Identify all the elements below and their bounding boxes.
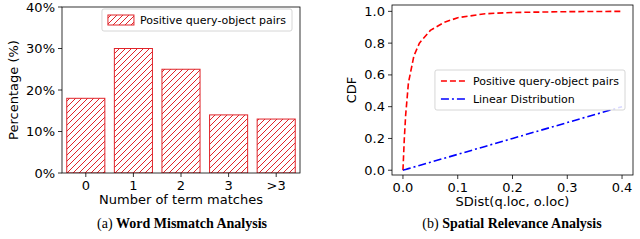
legend: Positive query-object pairs bbox=[102, 9, 292, 31]
legend-swatch bbox=[441, 80, 467, 82]
x-tick-label: 1 bbox=[129, 178, 137, 193]
legend-label: Positive query-object pairs bbox=[140, 14, 286, 27]
panel: 0% 10% 20% 30% 40% 0 1 2 3 >3 Number of term match… bbox=[6, 0, 300, 232]
y-tick bbox=[58, 90, 62, 91]
x-tick bbox=[402, 175, 403, 179]
panel: 0.0 0.2 0.4 0.6 0.8 1.0 0.0 0.1 0.2 0.3 0.4 SDist(q… bbox=[344, 4, 633, 232]
x-tick-label: 0.4 bbox=[612, 180, 633, 195]
bar bbox=[210, 115, 248, 173]
caption-panel: (b) bbox=[422, 216, 442, 232]
caption: (b) Spatial Relevance Analysis bbox=[422, 216, 602, 232]
x-tick bbox=[512, 175, 513, 179]
y-tick-label: 20% bbox=[26, 83, 55, 98]
caption-title: Spatial Relevance Analysis bbox=[442, 216, 602, 231]
bar bbox=[162, 69, 200, 173]
figure: 0% 10% 20% 30% 40% 0 1 2 3 >3 Number of term match… bbox=[0, 0, 640, 239]
y-tick-label: 0.4 bbox=[364, 99, 385, 114]
x-tick bbox=[457, 175, 458, 179]
x-tick-label: 0 bbox=[82, 178, 90, 193]
x-tick bbox=[85, 173, 86, 177]
caption-title: Word Mismatch Analysis bbox=[116, 216, 267, 231]
y-tick bbox=[388, 170, 392, 171]
y-tick-label: 0.8 bbox=[364, 36, 385, 51]
y-tick-label: 0% bbox=[34, 166, 55, 181]
x-tick bbox=[181, 173, 182, 177]
x-tick-label: 0.2 bbox=[502, 180, 523, 195]
caption: (a) Word Mismatch Analysis bbox=[97, 216, 268, 232]
legend-box bbox=[102, 9, 292, 31]
frame bbox=[392, 5, 633, 175]
x-tick-label: 2 bbox=[177, 178, 185, 193]
legend-swatch bbox=[441, 98, 467, 100]
y-tick bbox=[58, 131, 62, 132]
y-tick bbox=[388, 138, 392, 139]
x-tick bbox=[622, 175, 623, 179]
y-tick bbox=[58, 7, 62, 8]
marks bbox=[67, 49, 295, 174]
y-tick bbox=[388, 11, 392, 12]
y-tick bbox=[58, 173, 62, 174]
x-tick-label: 0.1 bbox=[447, 180, 468, 195]
legend-box bbox=[435, 70, 625, 110]
x-tick-label: 0.0 bbox=[393, 180, 414, 195]
x-tick-label: 3 bbox=[224, 178, 232, 193]
bar bbox=[257, 119, 295, 173]
legend-label: Linear Distribution bbox=[473, 93, 575, 106]
x-tick bbox=[228, 173, 229, 177]
x-tick-label: >3 bbox=[267, 178, 286, 193]
y-tick-label: 0.2 bbox=[364, 131, 385, 146]
y-tick bbox=[58, 48, 62, 49]
x-tick bbox=[133, 173, 134, 177]
y-tick-label: 0.0 bbox=[364, 163, 385, 178]
x-label: SDist(q.loc, o.loc) bbox=[456, 194, 570, 209]
y-tick bbox=[388, 106, 392, 107]
y-tick-label: 40% bbox=[26, 0, 55, 15]
line bbox=[403, 107, 622, 171]
caption-panel: (a) bbox=[97, 216, 116, 232]
y-tick bbox=[388, 43, 392, 44]
frame bbox=[62, 7, 300, 173]
x-tick-label: 0.3 bbox=[557, 180, 578, 195]
legend-swatch bbox=[108, 15, 134, 25]
y-tick-label: 10% bbox=[26, 124, 55, 139]
legend-label: Positive query-object pairs bbox=[473, 75, 619, 88]
bar bbox=[114, 49, 152, 174]
legend: Positive query-object pairs Linear Distri… bbox=[435, 70, 625, 110]
y-label: CDF bbox=[344, 77, 359, 104]
y-tick-label: 30% bbox=[26, 41, 55, 56]
y-tick-label: 0.6 bbox=[364, 67, 385, 82]
y-tick-label: 1.0 bbox=[364, 4, 385, 19]
y-label: Percentage (%) bbox=[6, 40, 21, 140]
x-tick bbox=[567, 175, 568, 179]
x-label: Number of term matches bbox=[99, 192, 263, 207]
y-tick bbox=[388, 74, 392, 75]
x-tick bbox=[276, 173, 277, 177]
bar bbox=[67, 98, 105, 173]
